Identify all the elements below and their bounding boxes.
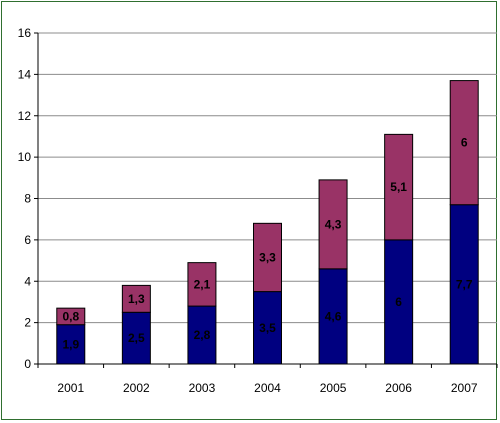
bar-segment-upper <box>121 284 151 313</box>
bar-segment-lower <box>318 268 348 365</box>
data-label: 3,5 <box>259 321 276 335</box>
data-label: 2,1 <box>194 277 211 291</box>
y-tick-label: 14 <box>18 67 32 81</box>
bar-segment-lower <box>253 291 282 365</box>
bar-segment-lower <box>449 204 479 365</box>
x-tick-label: 2001 <box>57 381 84 395</box>
data-label: 5,1 <box>390 180 407 194</box>
bar-segment-lower <box>187 305 217 365</box>
y-tick-label: 6 <box>24 233 31 247</box>
data-label: 4,3 <box>325 217 342 231</box>
x-tick-label: 2004 <box>254 381 281 395</box>
data-label: 2,5 <box>128 331 145 345</box>
data-label: 3,3 <box>259 250 276 264</box>
bar-segment-upper <box>449 80 479 206</box>
y-tick-label: 8 <box>24 192 31 206</box>
x-tick-label: 2005 <box>320 381 347 395</box>
y-tick-label: 0 <box>24 357 31 371</box>
data-label: 2,8 <box>194 328 211 342</box>
bar-segment-upper <box>187 262 217 307</box>
x-tick-label: 2002 <box>123 381 150 395</box>
bar-segment-upper <box>318 179 348 270</box>
data-label: 1,9 <box>62 337 79 351</box>
bar-segment-lower <box>56 324 86 365</box>
x-tick-label: 2003 <box>189 381 216 395</box>
y-tick-label: 4 <box>24 274 31 288</box>
data-label: 0,8 <box>62 309 79 323</box>
data-label: 6 <box>395 295 402 309</box>
bar-segment-upper <box>384 133 414 241</box>
bar-segment-upper <box>56 307 86 326</box>
y-tick-label: 16 <box>18 26 32 40</box>
data-label: 6 <box>461 136 468 150</box>
data-label: 4,6 <box>325 309 342 323</box>
y-tick-label: 2 <box>24 316 31 330</box>
bar-segment-upper <box>253 222 282 293</box>
x-tick-label: 2006 <box>385 381 412 395</box>
bar-segment-lower <box>384 239 414 365</box>
y-tick-label: 12 <box>18 109 32 123</box>
data-label: 1,3 <box>128 292 145 306</box>
y-tick-label: 10 <box>18 150 32 164</box>
x-tick-label: 2007 <box>451 381 478 395</box>
data-label: 7,7 <box>456 277 473 291</box>
